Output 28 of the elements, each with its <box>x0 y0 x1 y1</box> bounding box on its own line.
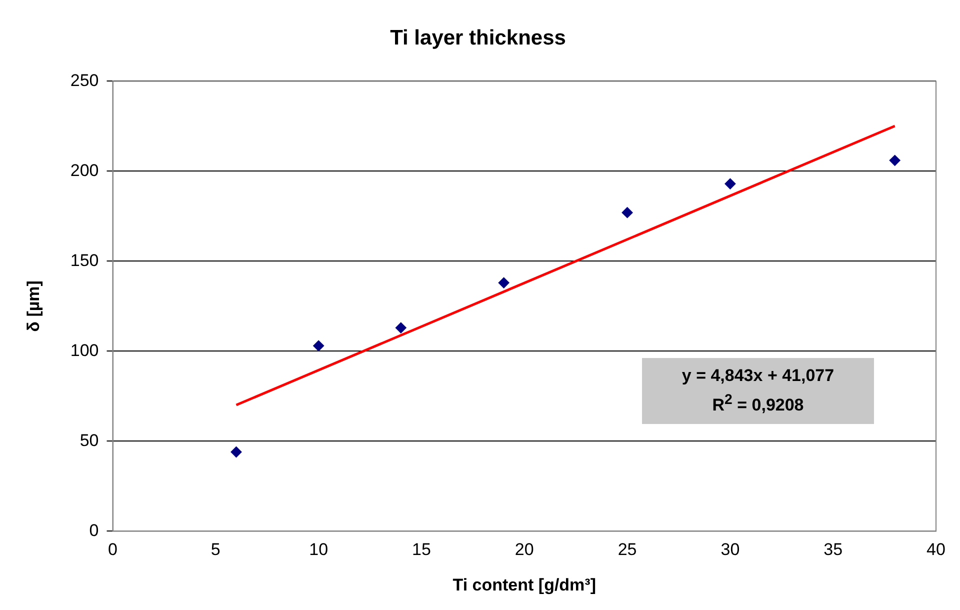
point <box>889 154 900 166</box>
x-tick-label: 0 <box>108 540 118 560</box>
x-tick-label: 25 <box>618 540 637 560</box>
chart-title: Ti layer thickness <box>390 26 566 50</box>
x-tick-label: 5 <box>210 540 220 560</box>
y-tick-label: 100 <box>70 340 99 360</box>
x-axis-title: Ti content [g/dm³] <box>452 575 596 594</box>
x-tick-label: 15 <box>412 540 431 560</box>
x-tick-label: 40 <box>926 540 946 560</box>
annotation: y = 4,843x + 41,077 <box>680 365 836 387</box>
point <box>498 277 510 288</box>
annotation: R$^{2}$ = 0,9208 <box>711 391 805 417</box>
point <box>724 178 736 190</box>
x-tick-label: 35 <box>824 540 843 560</box>
x-tick-label: 10 <box>309 540 328 560</box>
x-tick-label: 20 <box>514 540 534 560</box>
y-tick-label: 150 <box>70 250 99 270</box>
point <box>230 446 242 458</box>
point <box>622 207 633 218</box>
y-tick-label: 50 <box>80 430 99 450</box>
equation-box: y = 4,843x + 41,077 R$^{2}$ = 0,9208 <box>642 358 874 424</box>
point <box>313 340 324 352</box>
y-tick-label: 250 <box>70 70 99 90</box>
y-axis-title: δ [µm] <box>24 280 43 332</box>
x-tick-label: 30 <box>720 540 740 560</box>
point <box>395 322 406 334</box>
y-tick-label: 0 <box>89 520 99 540</box>
y-tick-label: 200 <box>70 160 99 180</box>
